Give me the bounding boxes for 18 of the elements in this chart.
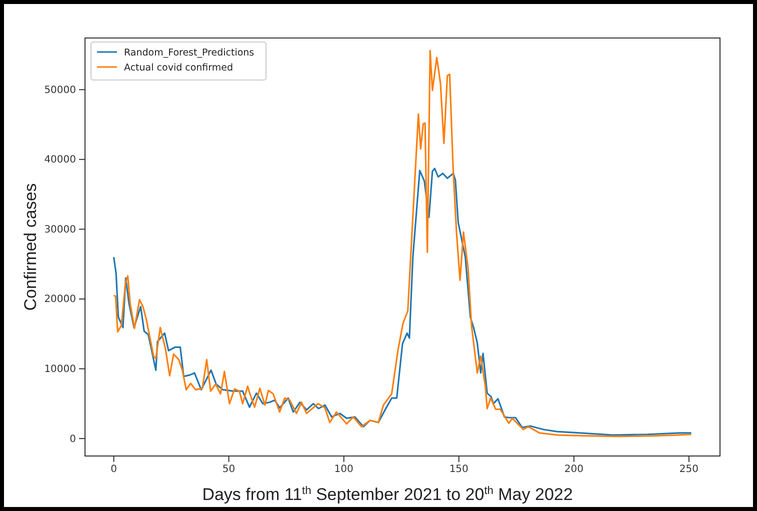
x-axis-title: Days from 11$^{th}$ September 2021 to 20$^{th}$ May 2022 — [202, 485, 573, 504]
y-tick-label: 50000 — [44, 84, 76, 96]
line-series — [112, 50, 692, 438]
y-tick-label: 30000 — [44, 224, 76, 236]
line-series — [112, 168, 692, 436]
x-tick-label: 0 — [110, 464, 117, 476]
x-tick-label: 100 — [334, 464, 354, 476]
x-tick-label: 200 — [564, 464, 584, 476]
x-tick-label: 250 — [679, 464, 698, 476]
y-axis-title: Confirmed cases — [21, 183, 40, 311]
y-tick-label: 20000 — [44, 294, 76, 306]
legend-label: Actual covid confirmed — [124, 62, 234, 74]
legend-label: Random_Forest_Predictions — [124, 48, 254, 58]
y-tick-label: 40000 — [44, 154, 76, 166]
y-tick-label: 10000 — [44, 364, 76, 375]
x-tick-label: 150 — [449, 464, 468, 476]
y-tick-label: 0 — [70, 434, 76, 445]
x-tick-label: 50 — [222, 464, 236, 476]
